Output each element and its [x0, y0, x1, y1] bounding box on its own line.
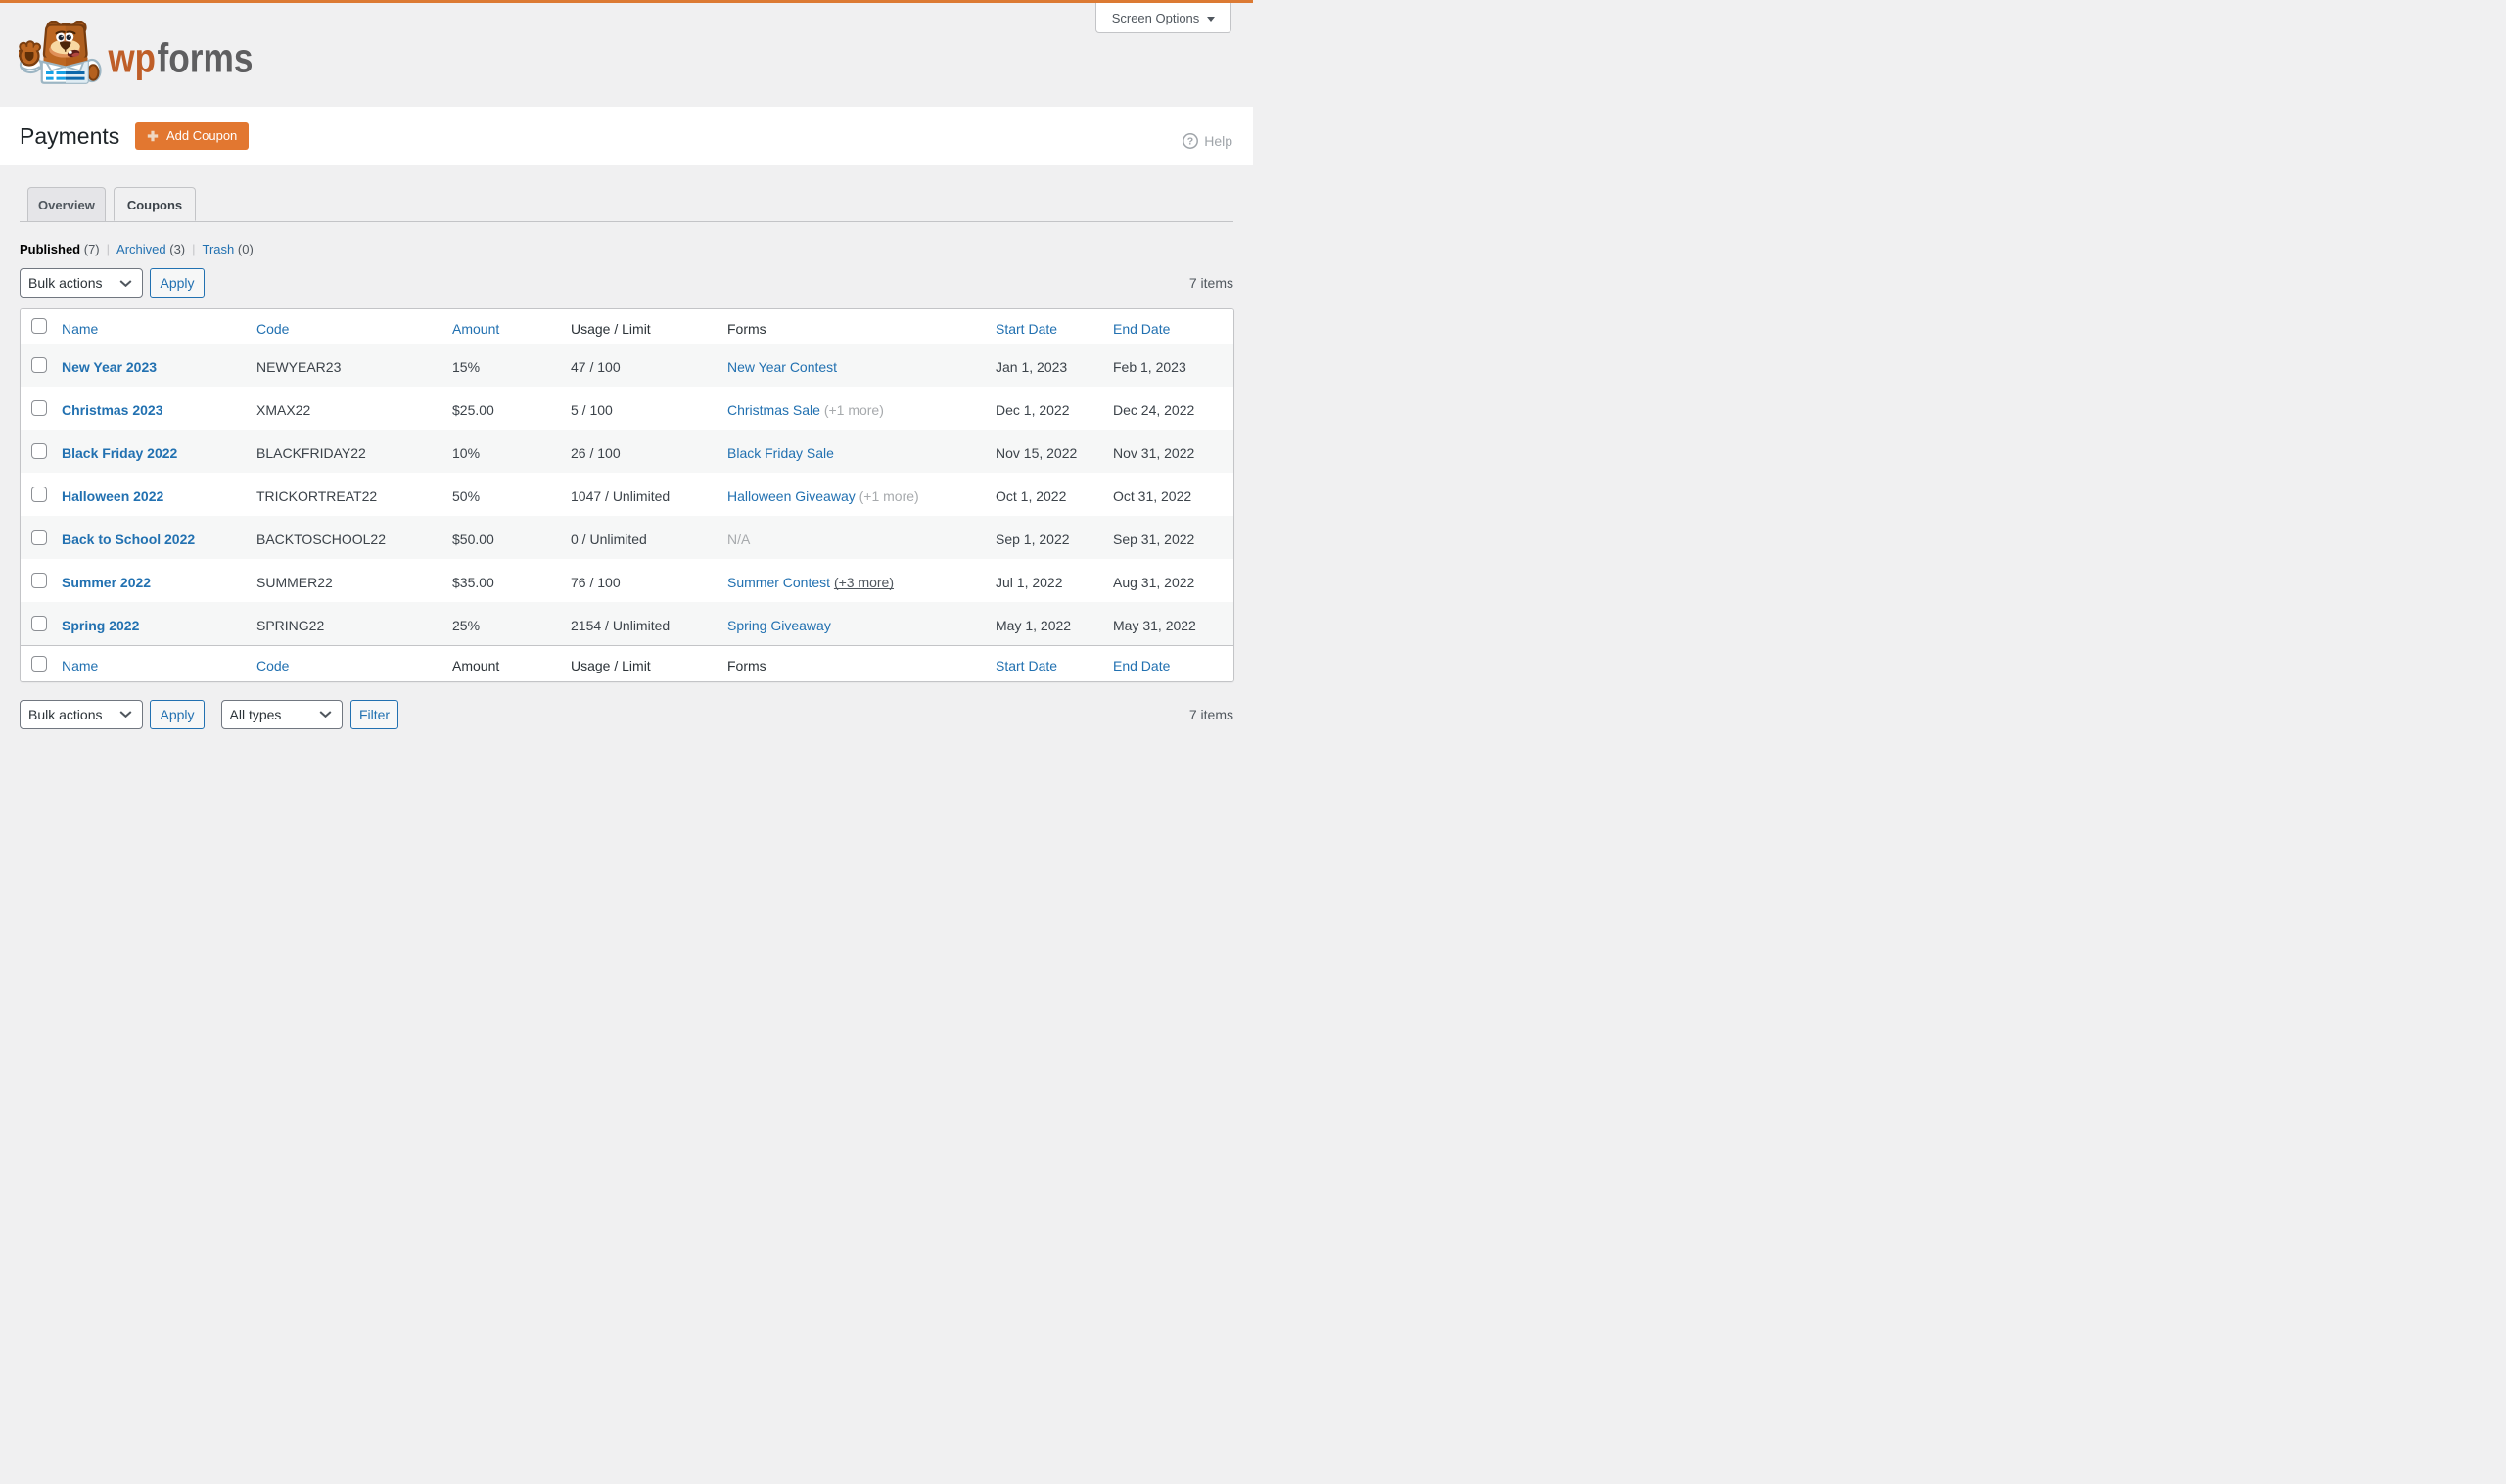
svg-text:?: ? [1187, 136, 1193, 148]
svg-text:wp: wp [108, 35, 156, 81]
svg-text:forms: forms [158, 35, 254, 81]
